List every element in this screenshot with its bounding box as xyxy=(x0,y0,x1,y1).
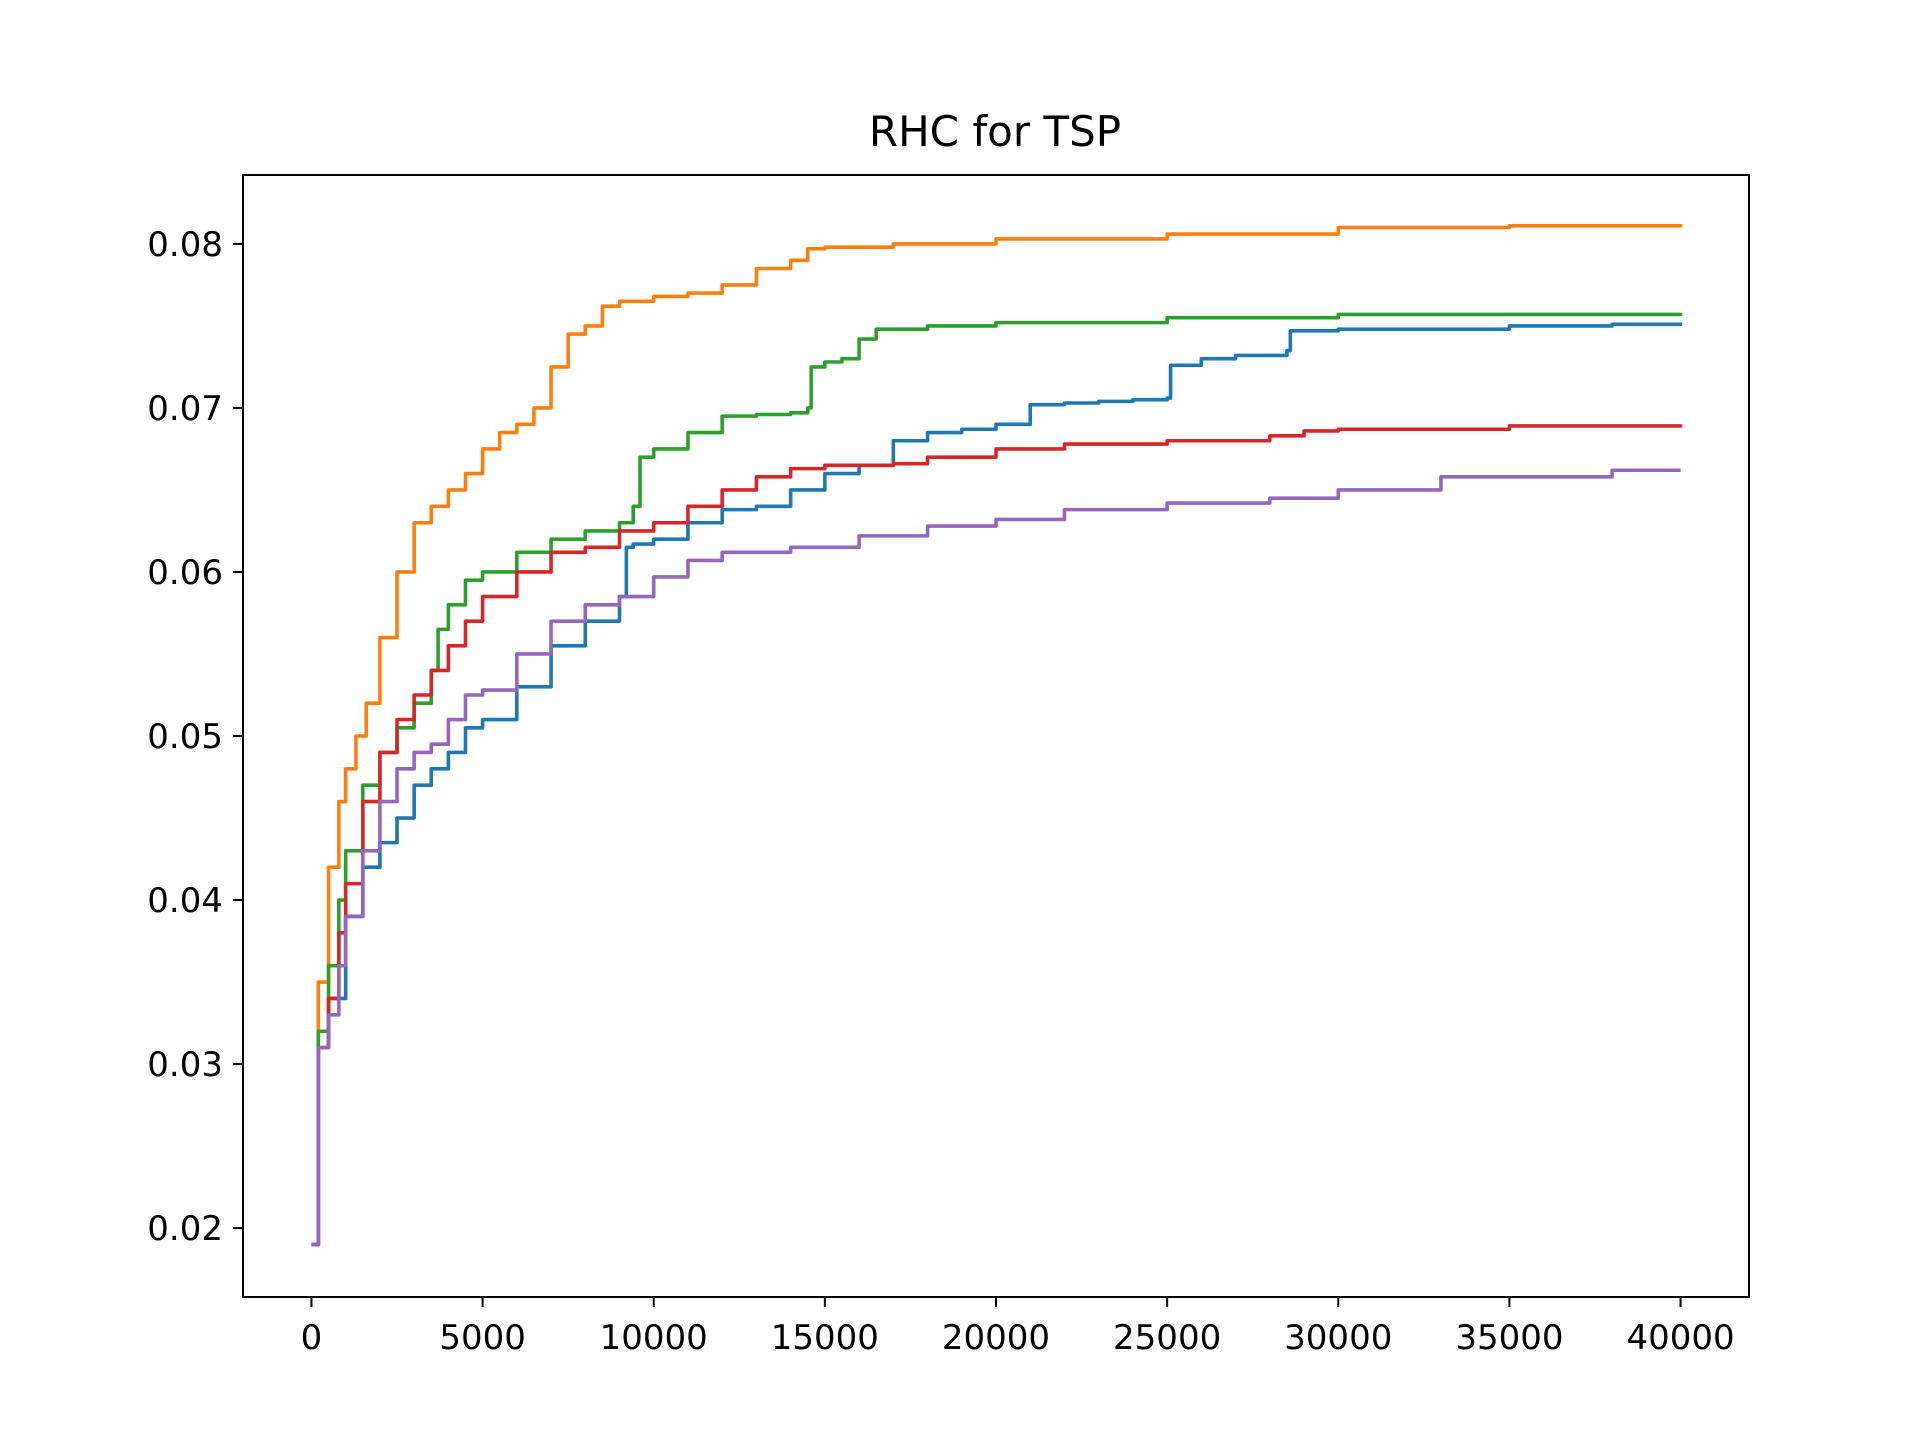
y-tick-label: 0.06 xyxy=(147,553,223,593)
series-lines xyxy=(311,224,1683,1247)
series-line-4 xyxy=(311,424,1683,1247)
x-tick-label: 30000 xyxy=(1284,1318,1392,1358)
y-axis: 0.02 0.03 0.04 0.05 0.06 0.07 0.08 xyxy=(147,225,243,1249)
x-tick-label: 0 xyxy=(301,1318,323,1358)
series-line-5 xyxy=(311,468,1681,1247)
y-tick-label: 0.04 xyxy=(147,881,223,921)
x-tick-label: 15000 xyxy=(771,1318,879,1358)
y-tick-label: 0.07 xyxy=(147,389,223,429)
series-line-2 xyxy=(311,224,1683,1247)
y-tick-label: 0.08 xyxy=(147,225,223,265)
x-axis: 0 5000 10000 15000 20000 25000 30000 35000 40000 xyxy=(301,1297,1735,1358)
plot-area-frame xyxy=(242,174,1750,1298)
x-tick-label: 40000 xyxy=(1626,1318,1734,1358)
x-tick-label: 25000 xyxy=(1113,1318,1221,1358)
y-tick-label: 0.03 xyxy=(147,1045,223,1085)
x-tick-label: 10000 xyxy=(600,1318,708,1358)
y-tick-label: 0.05 xyxy=(147,717,223,757)
series-line-1 xyxy=(311,322,1683,1247)
y-tick-label: 0.02 xyxy=(147,1209,223,1249)
x-tick-label: 35000 xyxy=(1455,1318,1563,1358)
chart-title: RHC for TSP xyxy=(869,107,1121,156)
x-tick-label: 5000 xyxy=(439,1318,526,1358)
x-tick-label: 20000 xyxy=(942,1318,1050,1358)
